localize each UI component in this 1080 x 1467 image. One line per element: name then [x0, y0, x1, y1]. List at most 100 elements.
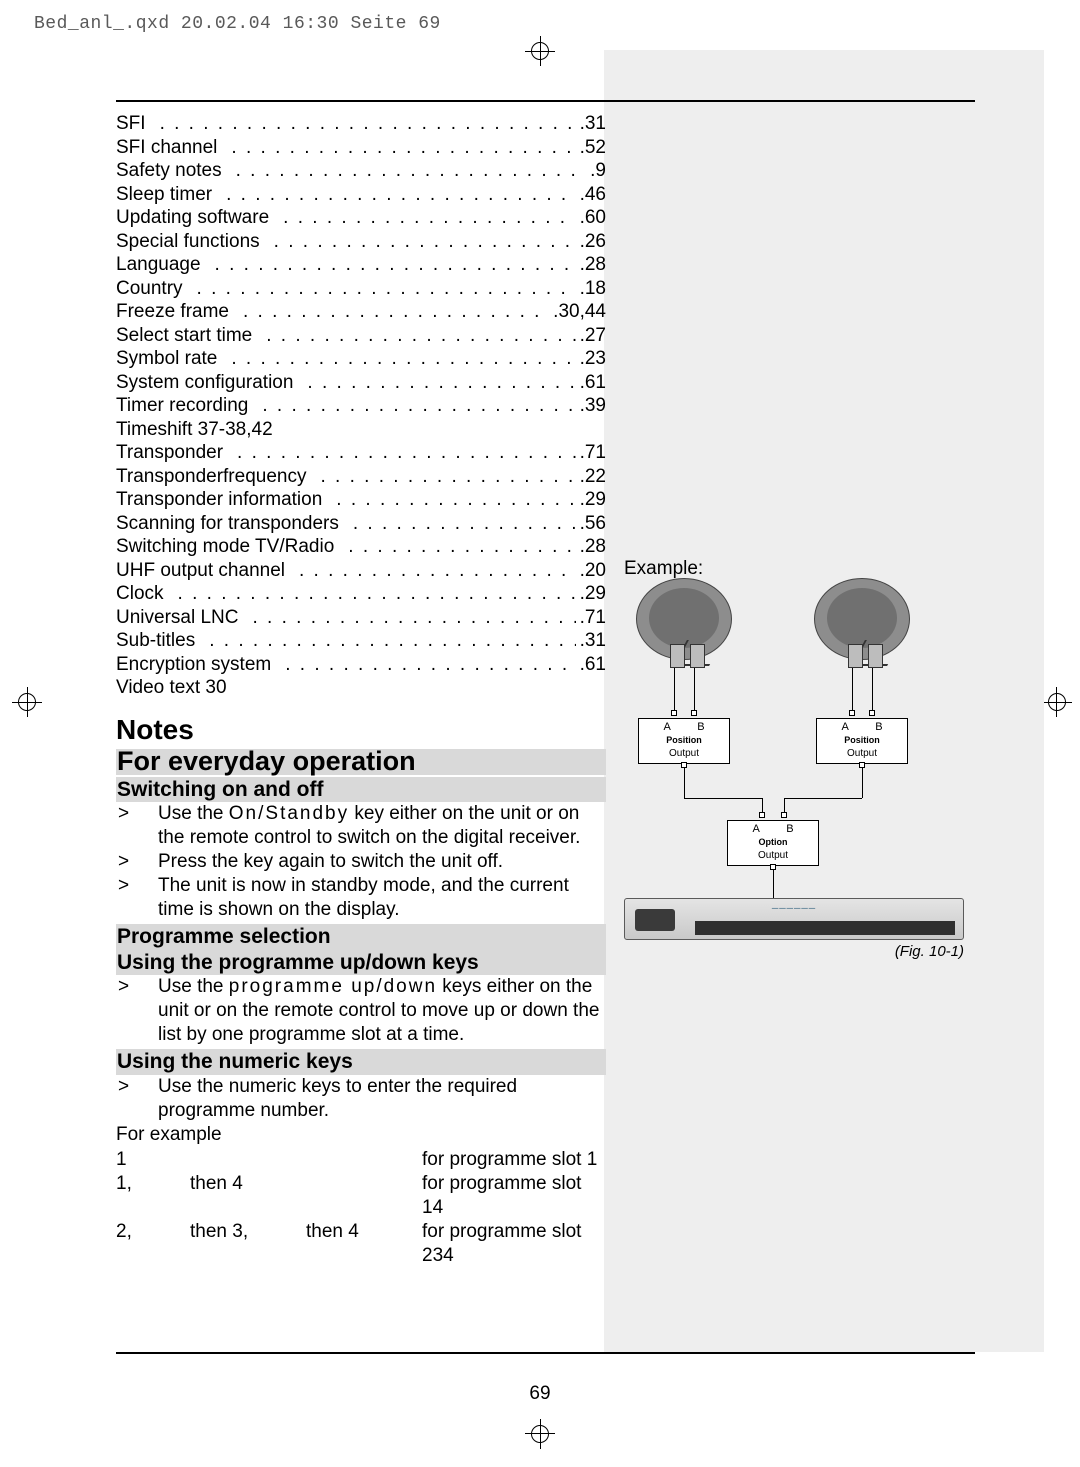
- bullet-marker: >: [116, 850, 158, 874]
- index-term: Country: [116, 277, 197, 301]
- example-row: 2,then 3,then 4for programme slot 234: [116, 1220, 606, 1268]
- index-page: .46: [576, 183, 606, 207]
- index-entry: Sleep timer . . . . . . . . . . . . . . …: [116, 183, 606, 207]
- index-dots: . . . . . . . . . . . . . . . . . . . . …: [243, 300, 549, 324]
- index-entry: Clock . . . . . . . . . . . . . . . . . …: [116, 582, 606, 606]
- index-dots: . . . . . . . . . . . . . . . . . . . . …: [283, 206, 575, 230]
- index-dots: . . . . . . . . . . . . . . . . . . . . …: [160, 112, 576, 136]
- bullet-item: > Press the key again to switch the unit…: [116, 850, 606, 874]
- index-dots: . . . . . . . . . . . . . . . . . . . . …: [215, 253, 576, 277]
- example-cell: for programme slot 1: [422, 1148, 606, 1172]
- switch-box: A B Position Output: [638, 718, 730, 764]
- index-page: .30,44: [549, 300, 606, 324]
- option-switch-box: A B Option Output: [727, 820, 819, 866]
- index-dots: . . . . . . . . . . . . . . . . . . . . …: [274, 230, 576, 254]
- index-entry: Transponder . . . . . . . . . . . . . . …: [116, 441, 606, 465]
- index-page: .20: [576, 559, 606, 583]
- bullet-text: Press the key again to switch the unit o…: [158, 850, 606, 874]
- example-cell: [190, 1148, 306, 1172]
- example-cell: [306, 1172, 422, 1220]
- bullet-item: > The unit is now in standby mode, and t…: [116, 874, 606, 922]
- index-page: .61: [576, 371, 606, 395]
- index-entry: Transponder information . . . . . . . . …: [116, 488, 606, 512]
- index-dots: . . . . . . . . . . . . . . . . . . . . …: [348, 535, 575, 559]
- content-column: SFI . . . . . . . . . . . . . . . . . . …: [116, 112, 606, 1268]
- index-entry: Sub-titles . . . . . . . . . . . . . . .…: [116, 629, 606, 653]
- index-dots: . . . . . . . . . . . . . . . . . . . . …: [178, 582, 576, 606]
- heading-updown: Using the programme up/down keys: [116, 950, 606, 976]
- crop-mark-icon: [540, 1419, 541, 1449]
- figure-caption: (Fig. 10-1): [895, 943, 964, 960]
- index-entry: Safety notes . . . . . . . . . . . . . .…: [116, 159, 606, 183]
- figure-example-label: Example:: [624, 558, 703, 580]
- index-term: Transponder information: [116, 488, 336, 512]
- bullet-item: > Use the numeric keys to enter the requ…: [116, 1075, 606, 1123]
- index-entry: Updating software . . . . . . . . . . . …: [116, 206, 606, 230]
- index-dots: . . . . . . . . . . . . . . . . . . . . …: [285, 653, 575, 677]
- index-entry: Timer recording . . . . . . . . . . . . …: [116, 394, 606, 418]
- example-row: 1for programme slot 1: [116, 1148, 606, 1172]
- index-list: SFI . . . . . . . . . . . . . . . . . . …: [116, 112, 606, 700]
- wiring-figure: A B Position Output A B Position Output …: [624, 586, 964, 956]
- index-term: Timer recording: [116, 394, 262, 418]
- receiver-box-icon: ──────: [624, 898, 964, 940]
- crop-mark-icon: [27, 687, 28, 717]
- index-term: Transponderfrequency: [116, 465, 320, 489]
- example-cell: then 3,: [190, 1220, 306, 1268]
- index-dots: . . . . . . . . . . . . . . . . . . . . …: [236, 159, 587, 183]
- example-row: 1,then 4for programme slot 14: [116, 1172, 606, 1220]
- index-entry: SFI channel . . . . . . . . . . . . . . …: [116, 136, 606, 160]
- index-dots: . . . . . . . . . . . . . . . . . . . . …: [320, 465, 575, 489]
- example-cell: 1,: [116, 1172, 190, 1220]
- index-term: Transponder: [116, 441, 237, 465]
- index-entry: Freeze frame . . . . . . . . . . . . . .…: [116, 300, 606, 324]
- index-page: .9: [586, 159, 606, 183]
- bullet-marker: >: [116, 1075, 158, 1123]
- index-entry: Encryption system . . . . . . . . . . . …: [116, 653, 606, 677]
- index-page: .31: [576, 112, 606, 136]
- index-entry: Switching mode TV/Radio . . . . . . . . …: [116, 535, 606, 559]
- index-term: Freeze frame: [116, 300, 243, 324]
- heading-programme: Programme selection: [116, 924, 606, 950]
- index-term: Sub-titles: [116, 629, 209, 653]
- index-dots: . . . . . . . . . . . . . . . . . . . . …: [299, 559, 576, 583]
- index-page: .18: [576, 277, 606, 301]
- switch-box: A B Position Output: [816, 718, 908, 764]
- index-dots: . . . . . . . . . . . . . . . . . . . . …: [307, 371, 575, 395]
- index-term: SFI: [116, 112, 160, 136]
- index-term: Safety notes: [116, 159, 236, 183]
- manual-page: Bed_anl_.qxd 20.02.04 16:30 Seite 69 SFI…: [0, 0, 1080, 1467]
- index-entry: System configuration . . . . . . . . . .…: [116, 371, 606, 395]
- index-dots: . . . . . . . . . . . . . . . . . . . . …: [237, 441, 576, 465]
- satellite-dish-icon: [814, 586, 924, 676]
- example-cell: then 4: [306, 1220, 422, 1268]
- index-term: Scanning for transponders: [116, 512, 353, 536]
- index-entry: UHF output channel . . . . . . . . . . .…: [116, 559, 606, 583]
- bullet-text: The unit is now in standby mode, and the…: [158, 874, 606, 922]
- index-entry: Universal LNC . . . . . . . . . . . . . …: [116, 606, 606, 630]
- index-page: .22: [576, 465, 606, 489]
- index-entry: Symbol rate . . . . . . . . . . . . . . …: [116, 347, 606, 371]
- index-page: .60: [576, 206, 606, 230]
- index-page: .61: [576, 653, 606, 677]
- index-page: .29: [576, 582, 606, 606]
- bullet-marker: >: [116, 802, 158, 850]
- index-term: Video text 30: [116, 676, 241, 700]
- satellite-dish-icon: [636, 586, 746, 676]
- index-page: .71: [576, 441, 606, 465]
- index-entry: Country . . . . . . . . . . . . . . . . …: [116, 277, 606, 301]
- for-example-label: For example: [116, 1123, 606, 1147]
- index-page: .28: [576, 535, 606, 559]
- index-dots: . . . . . . . . . . . . . . . . . . . . …: [266, 324, 575, 348]
- index-page: .27: [576, 324, 606, 348]
- rule-top: [116, 100, 975, 102]
- index-term: Language: [116, 253, 215, 277]
- index-dots: . . . . . . . . . . . . . . . . . . . . …: [197, 277, 576, 301]
- page-number: 69: [0, 1383, 1080, 1405]
- index-term: SFI channel: [116, 136, 231, 160]
- index-entry: Select start time . . . . . . . . . . . …: [116, 324, 606, 348]
- index-term: Encryption system: [116, 653, 285, 677]
- index-dots: . . . . . . . . . . . . . . . . . . . . …: [209, 629, 575, 653]
- index-page: .31: [576, 629, 606, 653]
- crop-mark-icon: [540, 36, 541, 66]
